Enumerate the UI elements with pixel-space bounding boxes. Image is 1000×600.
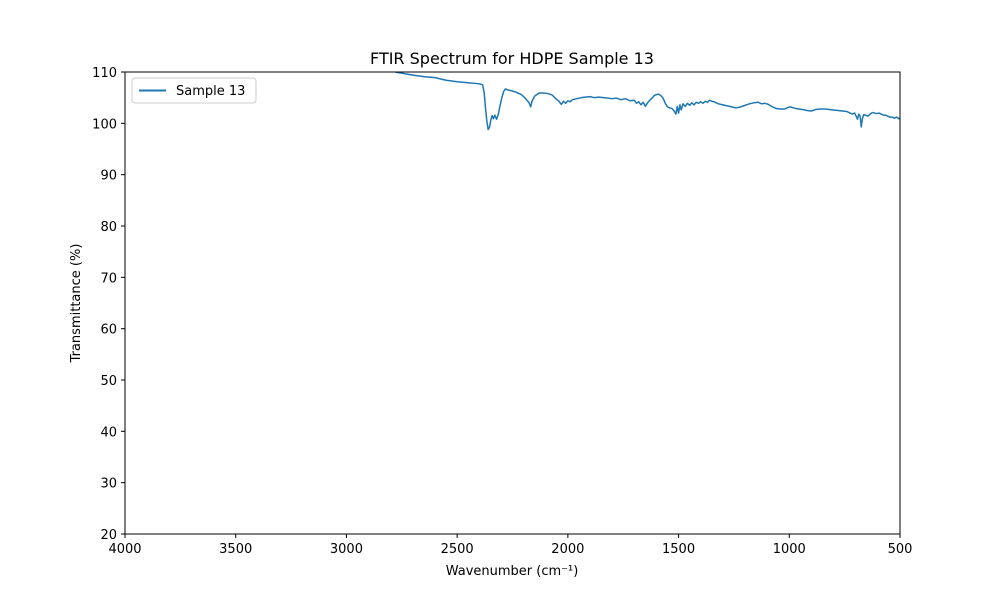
y-tick-label: 80	[100, 220, 117, 235]
x-tick-label: 1000	[773, 542, 806, 557]
legend: Sample 13	[131, 77, 257, 104]
x-axis-label: Wavenumber (cm⁻¹)	[446, 564, 579, 579]
y-tick-label: 90	[100, 169, 117, 184]
y-tick-label: 40	[100, 425, 117, 440]
x-axis-ticks: 4000 3500 3000 2500 2000 1500 1000 500	[108, 534, 912, 557]
y-tick-label: 110	[92, 66, 117, 81]
y-axis-ticks: 20 30 40 50 60 70 80 90 100 110	[92, 66, 125, 543]
legend-box	[131, 77, 257, 104]
x-tick-label: 4000	[108, 542, 141, 557]
y-axis-label: Transmittance (%)	[69, 244, 84, 364]
y-tick-label: 20	[100, 528, 117, 543]
y-tick-label: 70	[100, 271, 117, 286]
x-tick-label: 2000	[551, 542, 584, 557]
y-tick-label: 100	[92, 117, 117, 132]
x-tick-label: 2500	[441, 542, 474, 557]
legend-label-sample-13: Sample 13	[176, 84, 245, 99]
x-tick-label: 500	[888, 542, 913, 557]
y-tick-label: 60	[100, 323, 117, 338]
series-line-sample-13	[395, 72, 900, 131]
y-tick-label: 50	[100, 374, 117, 389]
x-tick-label: 3500	[219, 542, 252, 557]
plot-area-frame	[124, 71, 901, 535]
y-tick-label: 30	[100, 477, 117, 492]
chart-title: FTIR Spectrum for HDPE Sample 13	[370, 49, 654, 68]
x-tick-label: 3000	[330, 542, 363, 557]
x-tick-label: 1500	[662, 542, 695, 557]
